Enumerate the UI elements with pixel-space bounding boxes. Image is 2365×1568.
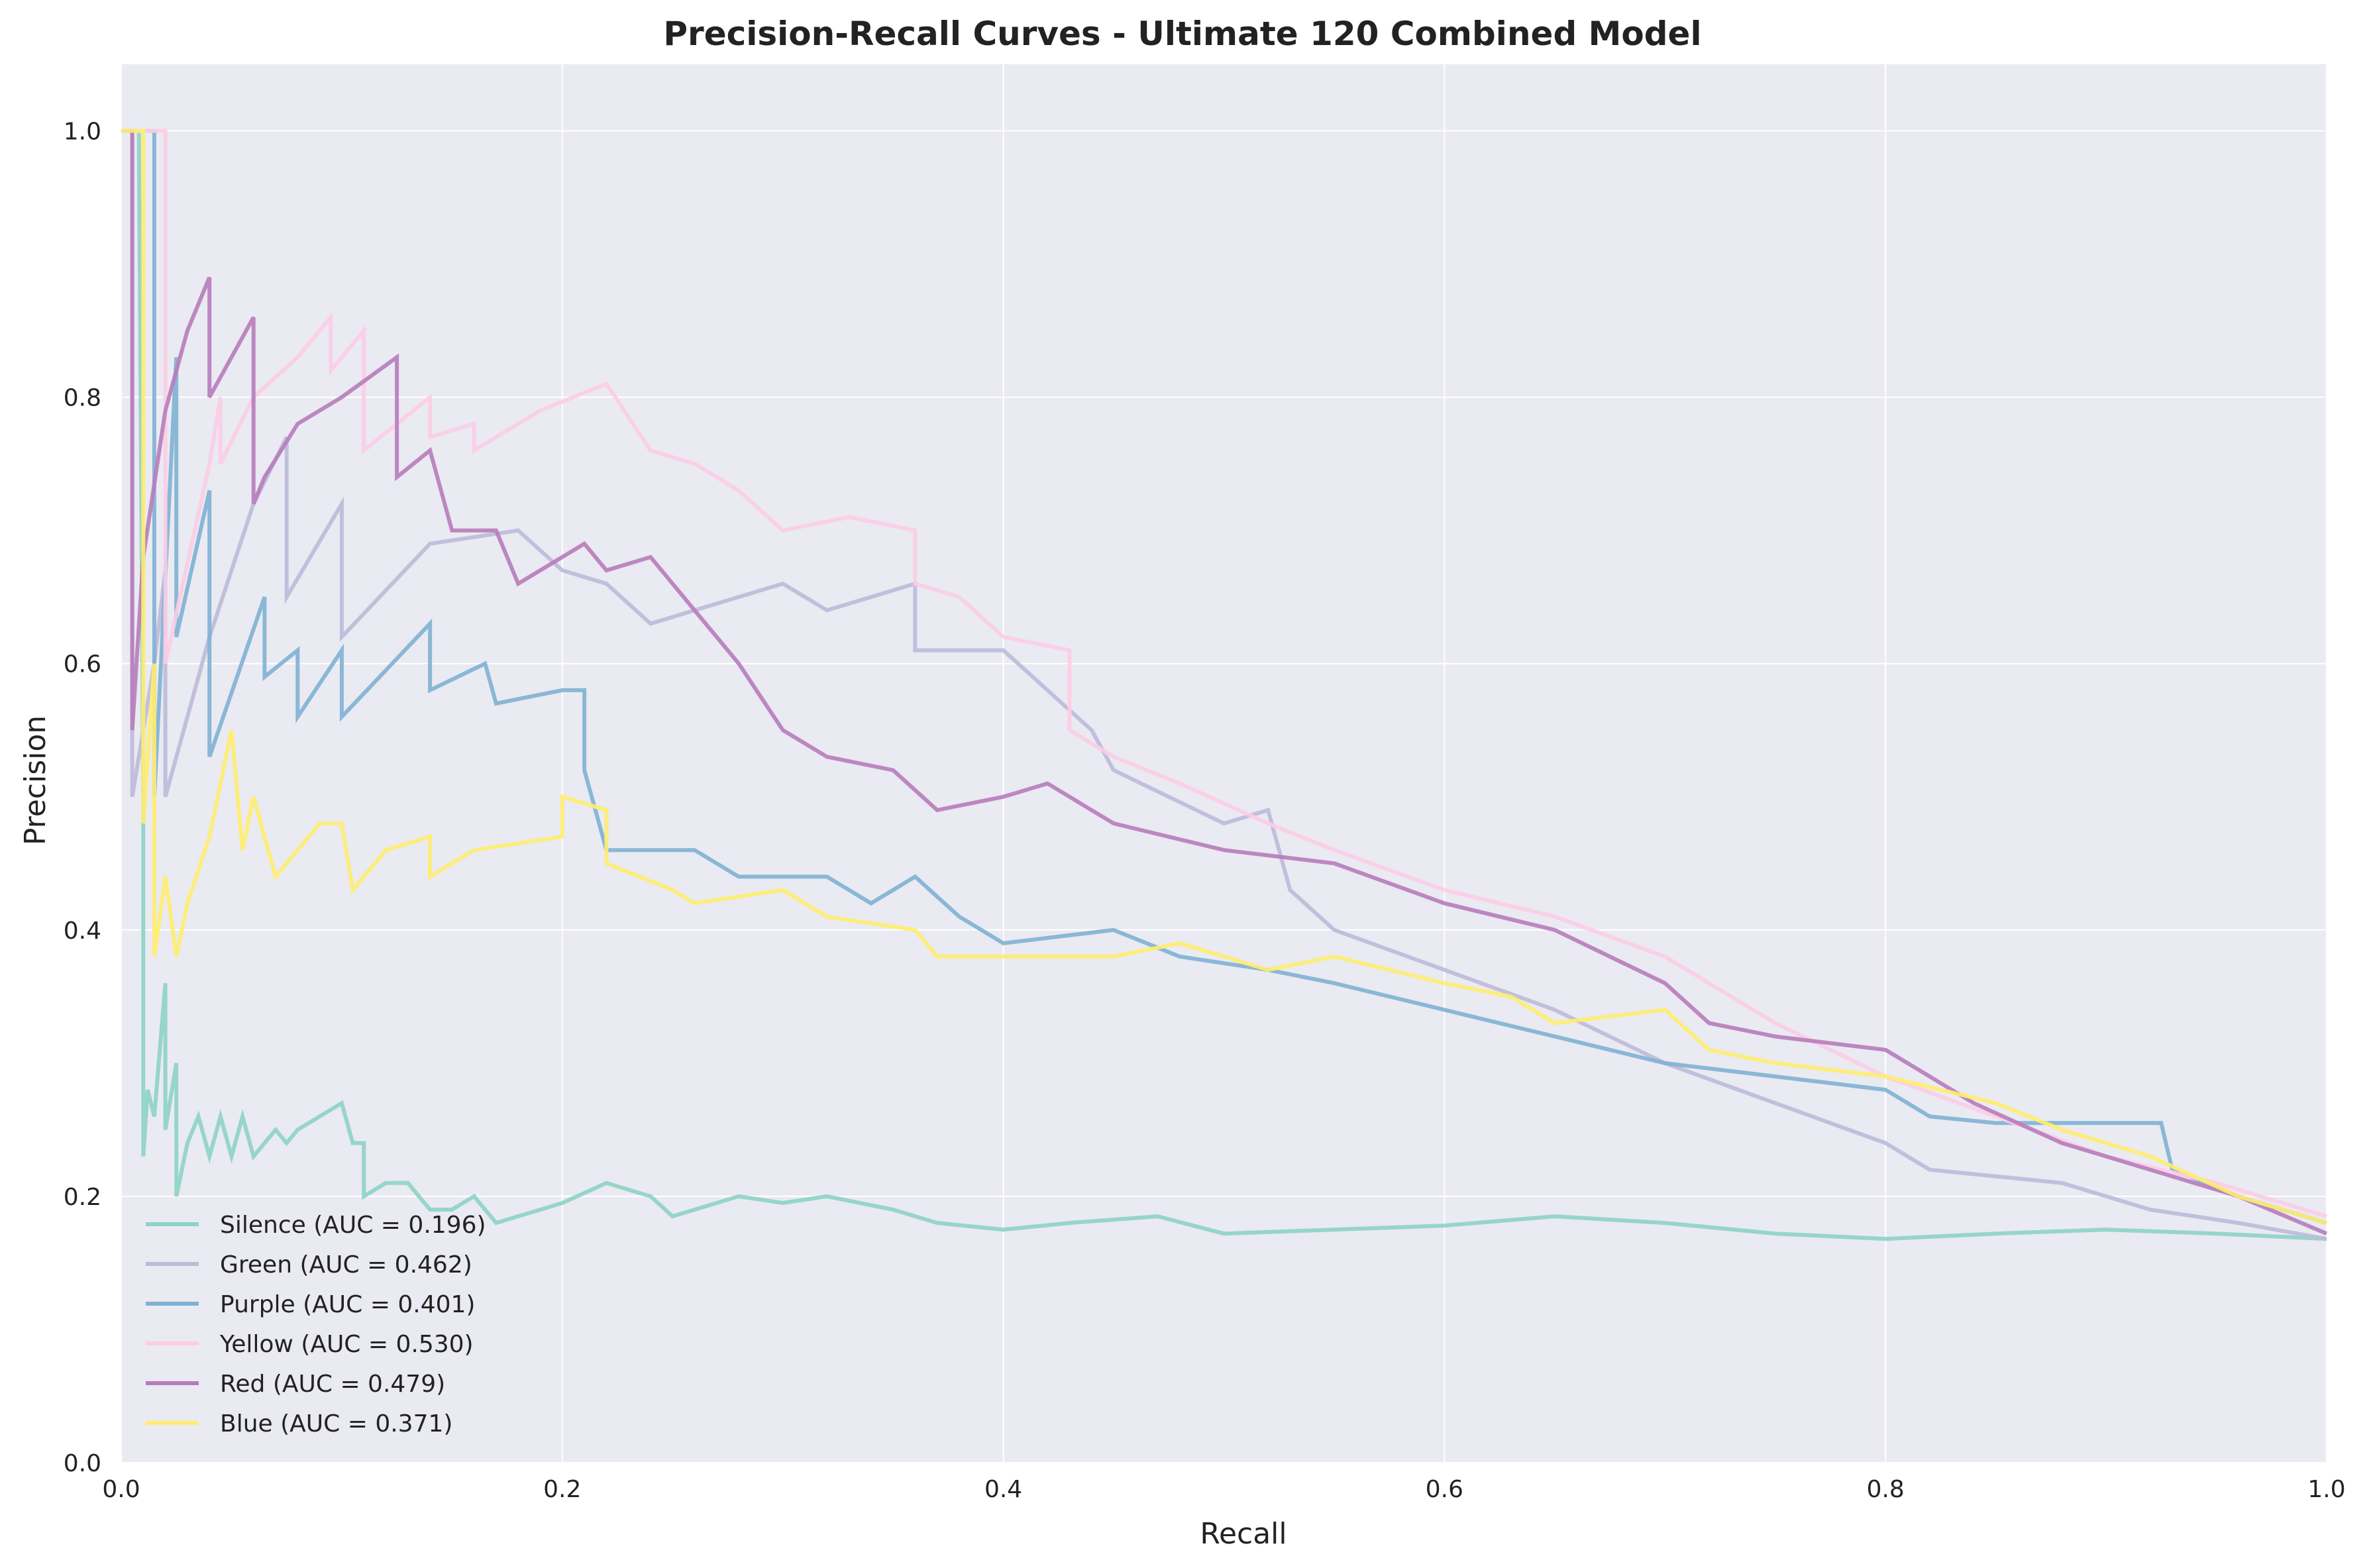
y-tick-label: 1.0 — [64, 119, 101, 146]
series-line-green — [121, 129, 2327, 1241]
plot-area — [121, 64, 2327, 1463]
legend-label: Red (AUC = 0.479) — [220, 1371, 445, 1398]
y-tick-label: 0.8 — [64, 385, 101, 412]
series-line-silence — [121, 129, 2327, 1241]
legend: Silence (AUC = 0.196) Green (AUC = 0.462)… — [146, 1212, 486, 1437]
x-tick-label: 0.8 — [1867, 1476, 1905, 1503]
legend-label: Silence (AUC = 0.196) — [220, 1212, 486, 1239]
legend-entry-blue: Blue (AUC = 0.371) — [146, 1410, 452, 1437]
legend-entry-yellow: Yellow (AUC = 0.530) — [146, 1331, 474, 1358]
legend-label: Purple (AUC = 0.401) — [220, 1291, 475, 1318]
series-line-purple — [121, 129, 2327, 1225]
y-tick-label: 0.0 — [64, 1450, 101, 1477]
grid-lines — [121, 64, 2327, 1463]
legend-entry-green: Green (AUC = 0.462) — [146, 1251, 472, 1279]
y-tick-label: 0.2 — [64, 1184, 101, 1211]
x-tick-label: 0.2 — [543, 1476, 581, 1503]
legend-entry-purple: Purple (AUC = 0.401) — [146, 1291, 475, 1318]
legend-label: Blue (AUC = 0.371) — [220, 1410, 452, 1437]
legend-label: Green (AUC = 0.462) — [220, 1251, 472, 1279]
chart-title: Precision-Recall Curves - Ultimate 120 C… — [663, 15, 1701, 53]
x-tick-label: 0.6 — [1426, 1476, 1463, 1503]
series-lines — [121, 129, 2328, 1241]
y-tick-label: 0.4 — [64, 917, 101, 945]
x-tick-label: 0.4 — [984, 1476, 1022, 1503]
series-line-yellow — [121, 129, 2327, 1218]
series-line-red — [121, 129, 2328, 1235]
y-axis-label: Precision — [19, 715, 52, 845]
x-tick-label: 0.0 — [102, 1476, 140, 1503]
legend-entry-silence: Silence (AUC = 0.196) — [146, 1212, 486, 1239]
x-axis-label: Recall — [1200, 1517, 1287, 1551]
series-line-blue — [121, 129, 2327, 1225]
legend-entry-red: Red (AUC = 0.479) — [146, 1371, 445, 1398]
tick-labels: 0.0 0.2 0.4 0.6 0.8 1.0 0.0 0.2 0.4 0.6 0.8 1.0 — [64, 119, 2346, 1503]
legend-label: Yellow (AUC = 0.530) — [219, 1331, 474, 1358]
x-tick-label: 1.0 — [2307, 1476, 2345, 1503]
y-tick-label: 0.6 — [64, 651, 101, 678]
